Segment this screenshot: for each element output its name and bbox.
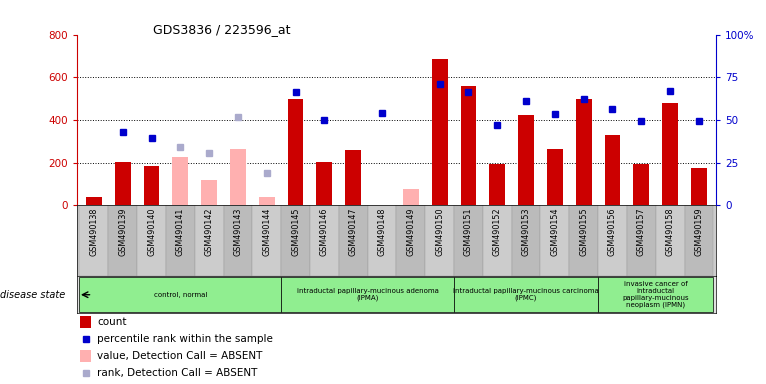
Text: GSM490151: GSM490151 xyxy=(464,208,473,256)
Text: intraductal papillary-mucinous carcinoma
(IPMC): intraductal papillary-mucinous carcinoma… xyxy=(453,288,599,301)
Bar xyxy=(195,205,224,276)
Bar xyxy=(108,205,137,276)
Bar xyxy=(483,205,512,276)
Bar xyxy=(339,205,368,276)
Text: GSM490147: GSM490147 xyxy=(349,208,358,256)
Bar xyxy=(685,205,713,276)
Text: count: count xyxy=(97,317,126,328)
Bar xyxy=(460,86,476,205)
Bar xyxy=(80,205,108,276)
Text: GSM490156: GSM490156 xyxy=(608,208,617,256)
Bar xyxy=(598,205,627,276)
Bar xyxy=(425,205,454,276)
Text: GDS3836 / 223596_at: GDS3836 / 223596_at xyxy=(153,23,291,36)
Bar xyxy=(662,103,678,205)
Bar xyxy=(368,205,397,276)
Bar xyxy=(489,164,505,205)
Text: GSM490155: GSM490155 xyxy=(579,208,588,256)
Bar xyxy=(310,205,339,276)
Bar xyxy=(403,189,419,205)
Text: control, normal: control, normal xyxy=(154,292,207,298)
Bar xyxy=(172,157,188,205)
Bar xyxy=(143,166,159,205)
Text: GSM490144: GSM490144 xyxy=(262,208,271,256)
Text: GSM490139: GSM490139 xyxy=(118,208,127,256)
Text: GSM490140: GSM490140 xyxy=(147,208,156,256)
Bar xyxy=(259,197,275,205)
Text: GSM490152: GSM490152 xyxy=(493,208,502,256)
Bar xyxy=(230,149,246,205)
Bar xyxy=(656,205,685,276)
Bar xyxy=(547,149,563,205)
Text: GSM490153: GSM490153 xyxy=(522,208,531,256)
Bar xyxy=(86,197,102,205)
Text: GSM490154: GSM490154 xyxy=(550,208,559,256)
Bar xyxy=(454,205,483,276)
Text: GSM490141: GSM490141 xyxy=(176,208,185,256)
Bar xyxy=(541,205,569,276)
Text: GSM490143: GSM490143 xyxy=(234,208,243,256)
Text: GSM490149: GSM490149 xyxy=(406,208,415,256)
Text: percentile rank within the sample: percentile rank within the sample xyxy=(97,334,273,344)
Bar xyxy=(137,205,166,276)
Text: intraductal papillary-mucinous adenoma
(IPMA): intraductal papillary-mucinous adenoma (… xyxy=(296,288,438,301)
Bar xyxy=(598,277,713,312)
Bar xyxy=(201,180,217,205)
Text: rank, Detection Call = ABSENT: rank, Detection Call = ABSENT xyxy=(97,368,257,378)
Bar xyxy=(316,162,332,205)
Bar xyxy=(288,99,303,205)
Text: GSM490145: GSM490145 xyxy=(291,208,300,256)
Bar xyxy=(80,277,281,312)
Bar xyxy=(80,316,91,328)
Bar xyxy=(224,205,252,276)
Text: value, Detection Call = ABSENT: value, Detection Call = ABSENT xyxy=(97,351,263,361)
Bar xyxy=(576,99,591,205)
Bar xyxy=(633,164,650,205)
Bar xyxy=(80,350,91,362)
Bar xyxy=(166,205,195,276)
Bar xyxy=(396,205,425,276)
Text: invasive cancer of
intraductal
papillary-mucinous
neoplasm (IPMN): invasive cancer of intraductal papillary… xyxy=(623,281,689,308)
Bar xyxy=(345,150,361,205)
Bar xyxy=(115,162,131,205)
Bar xyxy=(432,59,447,205)
Text: GSM490148: GSM490148 xyxy=(378,208,387,256)
Text: GSM490157: GSM490157 xyxy=(637,208,646,256)
Text: GSM490146: GSM490146 xyxy=(320,208,329,256)
Bar xyxy=(604,135,620,205)
Text: GSM490142: GSM490142 xyxy=(205,208,214,256)
Bar xyxy=(518,115,534,205)
Text: GSM490150: GSM490150 xyxy=(435,208,444,256)
Text: GSM490159: GSM490159 xyxy=(695,208,703,256)
Bar xyxy=(691,168,707,205)
Bar xyxy=(512,205,541,276)
Bar xyxy=(627,205,656,276)
Bar xyxy=(569,205,598,276)
Bar xyxy=(281,277,454,312)
Bar xyxy=(454,277,598,312)
Text: GSM490158: GSM490158 xyxy=(666,208,675,256)
Text: disease state: disease state xyxy=(0,290,65,300)
Bar xyxy=(252,205,281,276)
Text: GSM490138: GSM490138 xyxy=(90,208,98,256)
Bar xyxy=(281,205,310,276)
